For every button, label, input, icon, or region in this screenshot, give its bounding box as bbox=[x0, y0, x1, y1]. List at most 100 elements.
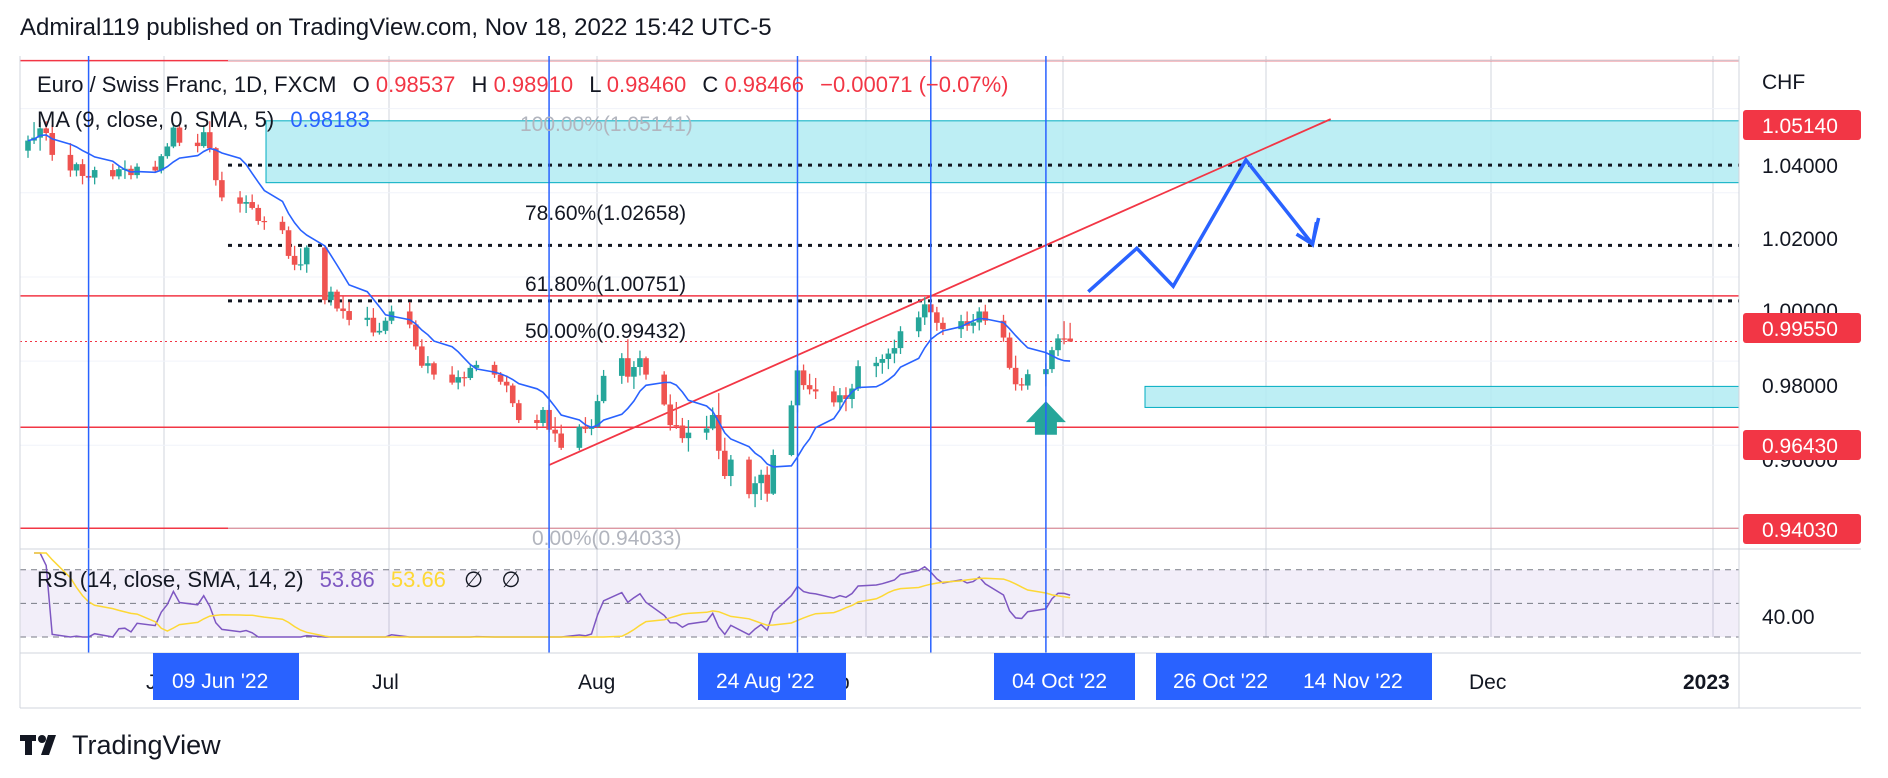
legend-o-label: O bbox=[353, 72, 370, 97]
candle-body bbox=[709, 415, 716, 429]
legend-rsi: RSI (14, close, SMA, 14, 2) 53.86 53.66 … bbox=[37, 567, 521, 592]
candle-body bbox=[467, 367, 474, 378]
legend-change: −0.00071 (−0.07%) bbox=[820, 72, 1008, 97]
candle-body bbox=[297, 264, 304, 266]
legend-h-value: 0.98910 bbox=[494, 72, 574, 97]
fib-label-618: 61.80%(1.00751) bbox=[525, 273, 686, 296]
candle-body bbox=[637, 358, 643, 368]
projection-arrowhead bbox=[1295, 221, 1319, 247]
candle-body bbox=[849, 388, 855, 400]
candle-body bbox=[667, 404, 674, 426]
candle-body bbox=[1049, 350, 1055, 370]
candle-body bbox=[25, 140, 31, 151]
candle-body bbox=[255, 207, 262, 221]
candle-body bbox=[67, 154, 74, 171]
candle-body bbox=[600, 375, 607, 402]
candle-body bbox=[322, 247, 328, 301]
candle-body bbox=[91, 170, 98, 178]
candle-body bbox=[328, 291, 334, 301]
candle-body bbox=[73, 164, 80, 171]
candle-body bbox=[982, 311, 989, 321]
candle-body bbox=[515, 403, 522, 421]
candle-body bbox=[364, 317, 371, 320]
rsi-pane bbox=[20, 552, 1739, 638]
candle-body bbox=[534, 420, 540, 423]
candle-body bbox=[243, 202, 249, 204]
candle-body bbox=[176, 127, 183, 143]
candle-body bbox=[752, 483, 758, 495]
candle-body bbox=[164, 146, 171, 157]
candle-body bbox=[685, 432, 692, 439]
legend-o-value: 0.98537 bbox=[376, 72, 456, 97]
footer: TradingView bbox=[20, 728, 221, 762]
candle-body bbox=[812, 389, 819, 392]
price-badge-label: 0.96430 bbox=[1762, 435, 1838, 458]
publish-header: Admiral119 published on TradingView.com,… bbox=[20, 14, 772, 41]
candle-body bbox=[497, 374, 504, 382]
time-tick: 2023 bbox=[1683, 671, 1730, 694]
candle-body bbox=[1061, 338, 1067, 340]
date-badge: 09 Jun '22 bbox=[153, 653, 299, 700]
candle-body bbox=[376, 330, 383, 333]
date-badge: 14 Nov '22 bbox=[1288, 653, 1432, 700]
date-badge-label: 14 Nov '22 bbox=[1303, 670, 1403, 693]
candle-body bbox=[158, 156, 165, 171]
price-tick: 1.02000 bbox=[1762, 228, 1838, 251]
candle-body bbox=[540, 409, 546, 423]
candle-body bbox=[970, 322, 977, 326]
candle-body bbox=[334, 291, 340, 309]
legend-l-label: L bbox=[589, 72, 601, 97]
fibonacci-levels bbox=[228, 60, 1739, 529]
candle-body bbox=[261, 220, 268, 223]
candle-body bbox=[958, 321, 964, 330]
candle-body bbox=[303, 247, 310, 265]
legend-symbol: Euro / Swiss Franc, 1D, FXCM bbox=[37, 72, 337, 97]
candle-body bbox=[746, 459, 752, 495]
demand-zone bbox=[1144, 385, 1739, 408]
date-badge: 04 Oct '22 bbox=[994, 653, 1135, 700]
candle-body bbox=[594, 401, 601, 427]
candle-body bbox=[1018, 384, 1025, 386]
candle-body bbox=[200, 132, 207, 147]
candle-body bbox=[679, 425, 686, 439]
legend-ma-value: 0.98183 bbox=[290, 107, 370, 132]
candle-body bbox=[37, 128, 43, 138]
candle-body bbox=[1012, 367, 1019, 385]
candle-body bbox=[449, 374, 455, 383]
candle-body bbox=[49, 133, 56, 155]
candle-body bbox=[631, 367, 637, 377]
candle-body bbox=[806, 385, 813, 390]
candle-body bbox=[558, 433, 564, 448]
date-badge-label: 26 Oct '22 bbox=[1173, 670, 1268, 693]
candle-body bbox=[837, 395, 843, 403]
candle-body bbox=[643, 358, 649, 375]
candle-body bbox=[1024, 374, 1031, 386]
candle-body bbox=[703, 428, 710, 433]
date-badge-label: 24 Aug '22 bbox=[716, 670, 815, 693]
candle-body bbox=[340, 308, 346, 312]
legend-c-value: 0.98466 bbox=[724, 72, 804, 97]
candle-body bbox=[915, 317, 922, 332]
candle-body bbox=[370, 317, 377, 333]
candle-body bbox=[291, 255, 298, 265]
price-badge: 0.94030 bbox=[1743, 514, 1861, 544]
candle-body bbox=[461, 377, 468, 379]
legend-rsi-label: RSI (14, close, SMA, 14, 2) bbox=[37, 567, 304, 592]
legend-rsi-ma-value: 53.66 bbox=[391, 567, 446, 592]
candle-body bbox=[455, 377, 461, 383]
candle-body bbox=[425, 363, 431, 366]
time-axis[interactable]: J Jul Aug p Dec 2023 09 Jun '22 24 Aug '… bbox=[146, 653, 1730, 700]
candle-body bbox=[206, 132, 213, 149]
candle-body bbox=[921, 304, 928, 318]
candle-body bbox=[552, 429, 558, 434]
candle-body bbox=[934, 312, 940, 323]
candle-body bbox=[213, 148, 219, 181]
candle-body bbox=[891, 348, 898, 354]
candle-body bbox=[249, 202, 255, 208]
price-axis[interactable]: CHF 1.04000 1.02000 1.00000 0.98000 0.96… bbox=[1743, 71, 1861, 629]
pane-border bbox=[19, 56, 1861, 709]
legend-ma: MA (9, close, 0, SMA, 5) 0.98183 bbox=[37, 107, 370, 132]
date-badge-label: 09 Jun '22 bbox=[172, 670, 268, 693]
candle-body bbox=[715, 415, 722, 451]
